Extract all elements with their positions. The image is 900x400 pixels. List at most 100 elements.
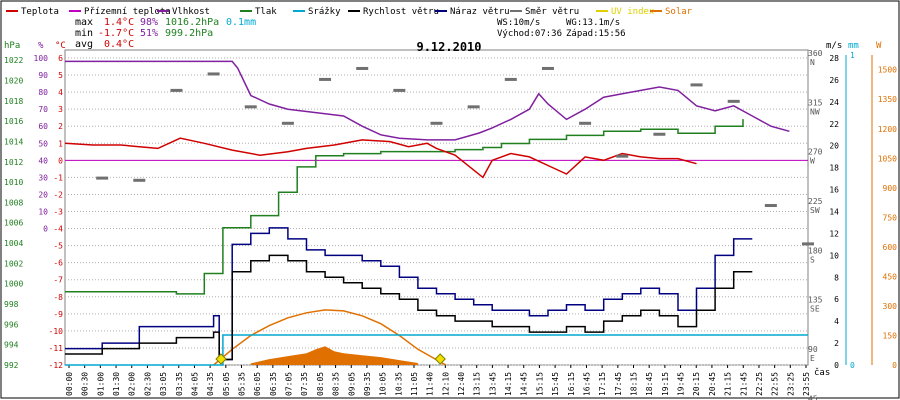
stat-max-label: max (75, 17, 93, 28)
temp-tick-label: -11 (49, 344, 64, 353)
temp-tick-label: -6 (53, 259, 63, 268)
dir-tick-deg: 45 (808, 394, 818, 400)
x-tick-label: 03:05 (159, 372, 168, 396)
rain-line (65, 334, 808, 366)
ms-tick-label: 10 (829, 251, 839, 260)
ms-tick-label: 2 (834, 339, 839, 348)
stat-avg-temp: 0.4°C (104, 39, 134, 50)
wind-dir-marker (356, 66, 369, 70)
x-tick-label: 20:45 (708, 372, 717, 396)
x-tick-label: 11:05 (410, 372, 419, 396)
temp-tick-label: 4 (58, 88, 63, 97)
temp-tick-label: -5 (53, 242, 63, 251)
ms-tick-label: 6 (834, 295, 839, 304)
x-tick-label: 14:15 (504, 372, 513, 396)
x-tick-label: 04:35 (206, 372, 215, 396)
hpa-tick-label: 1022 (4, 56, 23, 65)
x-tick-label: 12:40 (457, 372, 466, 396)
wind-dir-marker (244, 105, 257, 109)
x-tick-label: 14:45 (520, 372, 529, 396)
wind-dir-marker (393, 88, 406, 92)
legend-label: UV index (611, 7, 655, 17)
temp-tick-label: -4 (53, 225, 63, 234)
w-tick-label: 150 (883, 331, 898, 340)
x-tick-label: 19:45 (677, 372, 686, 396)
dir-tick-label: E (810, 354, 815, 363)
w-tick-label: 750 (883, 213, 898, 222)
x-axis-label: čas (814, 367, 830, 378)
mm-tick-label: 1 (850, 51, 855, 60)
x-tick-label: 21:15 (724, 372, 733, 396)
wind-dir-marker (133, 178, 146, 182)
w-tick-label: 1350 (878, 95, 897, 104)
wind-dir-marker (96, 176, 109, 180)
legend-label: Směr větru (525, 7, 579, 17)
legend-label: Rychlost větru (363, 7, 439, 17)
stat-max-press: 1016.2hPa (165, 17, 219, 28)
temp-tick-label: 0 (58, 156, 63, 165)
stat-max-temp: 1.4°C (104, 17, 134, 28)
wind-dir-marker (207, 72, 220, 76)
legend-label: Srážky (308, 7, 341, 17)
stat-sunrise: Východ:07:36 (497, 29, 562, 39)
x-tick-label: 01:00 (96, 372, 105, 396)
unit-pct: % (38, 41, 44, 51)
x-tick-label: 23:25 (786, 372, 795, 396)
unit-mm: mm (848, 41, 859, 51)
ms-tick-label: 16 (829, 186, 839, 195)
temp-tick-label: 1 (58, 139, 63, 148)
x-tick-label: 07:05 (285, 372, 294, 396)
temp-tick-label: -2 (53, 190, 63, 199)
wind-dir-marker (616, 154, 629, 158)
temp-tick-label: -10 (49, 327, 64, 336)
x-tick-label: 18:15 (630, 372, 639, 396)
x-tick-label: 09:05 (347, 372, 356, 396)
dir-tick-deg: 315 (808, 98, 823, 107)
humidity-line (65, 60, 790, 141)
x-tick-label: 16:15 (567, 372, 576, 396)
x-tick-label: 16:45 (582, 372, 591, 396)
w-tick-label: 1500 (878, 66, 897, 75)
hpa-tick-label: 1002 (4, 259, 23, 268)
temp-tick-label: -1 (53, 173, 63, 182)
x-tick-label: 12:10 (441, 372, 450, 396)
unit-hpa: hPa (4, 41, 20, 51)
pct-tick-label: 60 (38, 122, 48, 131)
wind-dir-marker (579, 121, 592, 125)
wind-dir-marker (764, 204, 777, 208)
x-tick-label: 13:45 (488, 372, 497, 396)
wind-dir-marker (653, 132, 666, 136)
x-tick-label: 20:15 (692, 372, 701, 396)
pct-tick-label: 80 (38, 88, 48, 97)
hpa-tick-label: 1018 (4, 97, 23, 106)
wind-dir-marker (467, 105, 480, 109)
x-tick-label: 04:05 (190, 372, 199, 396)
uv-marker (215, 353, 227, 365)
x-axis: 00:00 00:30 01:00 01:30 02:00 02:30 03:05 03:35… (65, 365, 811, 396)
hpa-tick-label: 1008 (4, 198, 23, 207)
x-tick-label: 02:30 (143, 372, 152, 396)
x-tick-label: 15:15 (535, 372, 544, 396)
hpa-tick-label: 1010 (4, 178, 23, 187)
pct-tick-label: 90 (38, 71, 48, 80)
ms-tick-label: 24 (829, 98, 839, 107)
w-tick-label: 300 (883, 302, 898, 311)
x-tick-label: 03:35 (175, 372, 184, 396)
hpa-tick-label: 1012 (4, 158, 23, 167)
ms-tick-label: 12 (829, 229, 839, 238)
x-tick-label: 13:15 (473, 372, 482, 396)
ms-tick-label: 8 (834, 273, 839, 282)
x-tick-label: 23:55 (802, 372, 811, 396)
left-axes: 1022102010181016101410121010100810061004… (4, 54, 63, 370)
temp-tick-label: -8 (53, 293, 63, 302)
pct-tick-label: 50 (38, 139, 48, 148)
legend-label: Solar (665, 7, 693, 17)
wind-dir-marker (430, 121, 443, 125)
ms-tick-label: 4 (834, 317, 839, 326)
wind-dir-marker (802, 242, 814, 246)
temp-tick-label: 5 (58, 71, 63, 80)
ms-tick-label: 14 (829, 208, 839, 217)
hpa-tick-label: 992 (4, 361, 19, 370)
dir-tick-deg: 270 (808, 148, 823, 157)
